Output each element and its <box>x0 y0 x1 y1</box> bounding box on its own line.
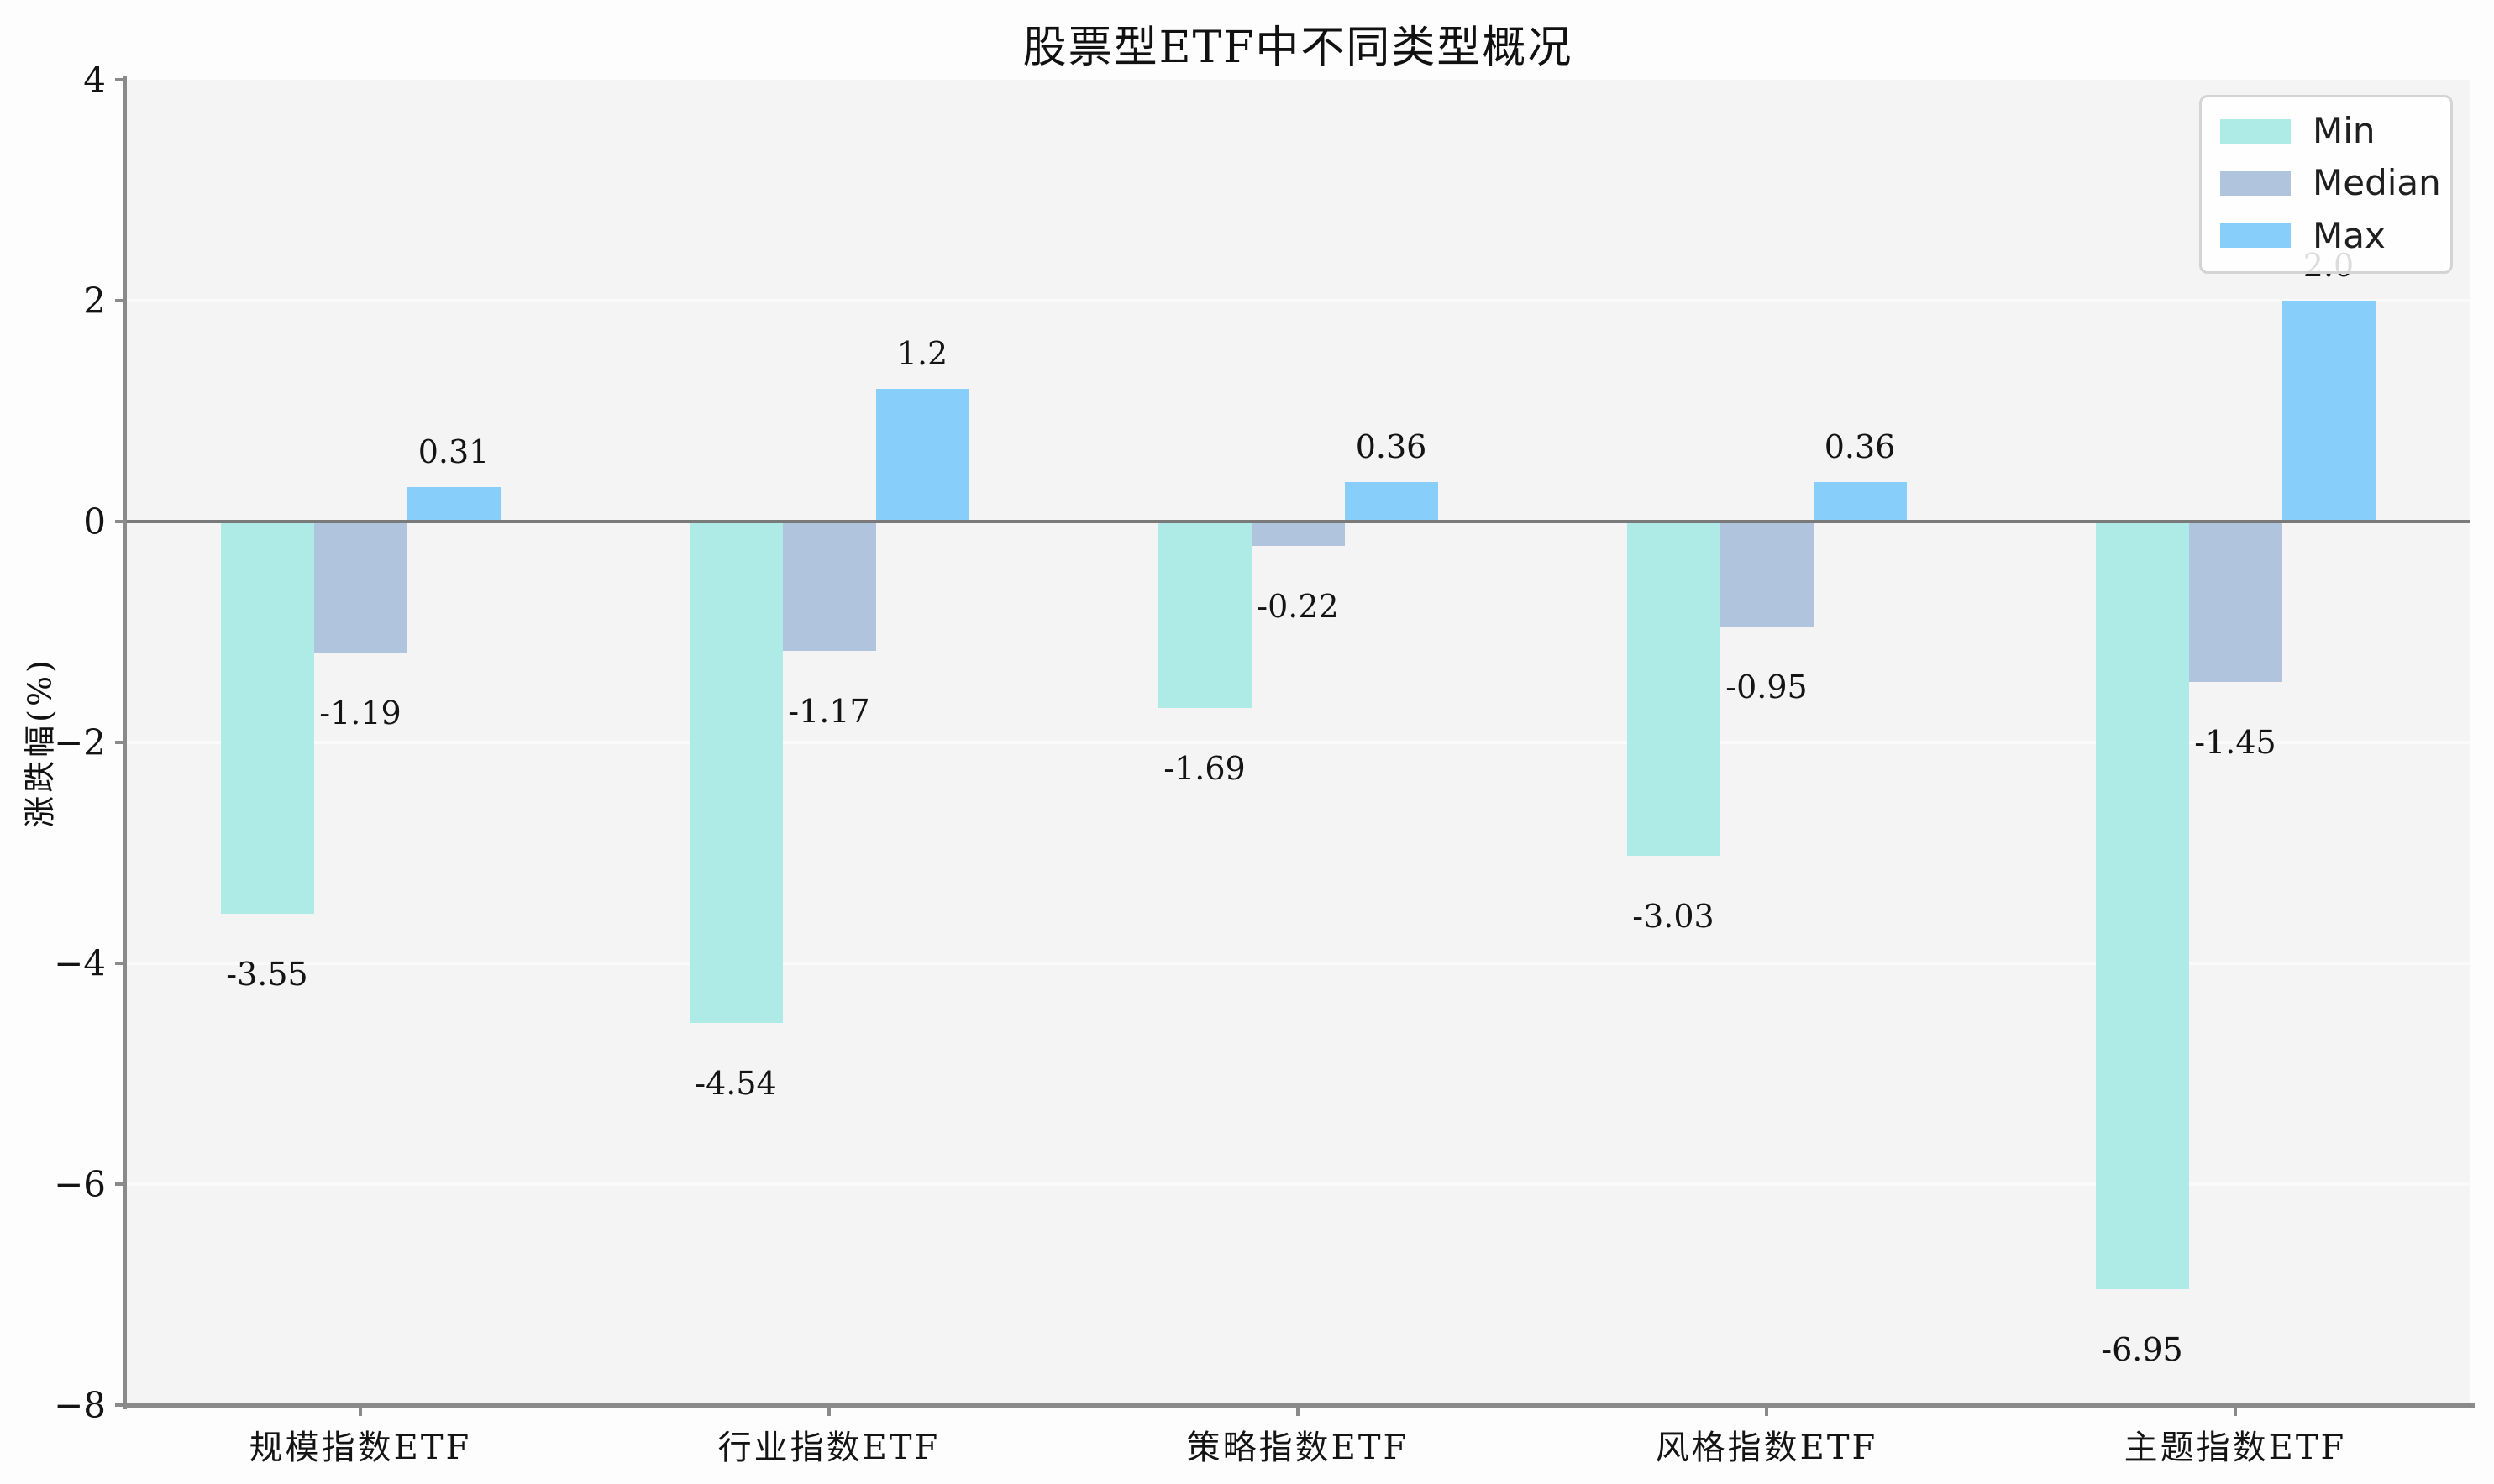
legend-swatch-min <box>2220 118 2291 144</box>
bar-median-3 <box>1720 522 1814 627</box>
legend-swatch-median <box>2220 170 2291 196</box>
bar-value-label-min-0: -3.55 <box>226 955 308 993</box>
bar-value-label-min-3: -3.03 <box>1632 898 1714 936</box>
bar-value-label-min-1: -4.54 <box>695 1065 777 1102</box>
bar-max-2 <box>1344 481 1438 522</box>
chart-title: 股票型ETF中不同类型概况 <box>1022 23 1573 73</box>
bar-median-0 <box>313 522 407 653</box>
y-tick-mark-0 <box>115 520 126 523</box>
y-tick-label-4: 4 <box>83 59 106 101</box>
bar-max-0 <box>407 487 501 522</box>
bar-value-label-median-0: -1.19 <box>319 695 402 732</box>
bar-value-label-min-2: -1.69 <box>1163 750 1246 788</box>
legend-label-min: Min <box>2313 110 2376 151</box>
x-tick-mark-4 <box>2234 1405 2237 1416</box>
x-tick-mark-2 <box>1296 1405 1300 1416</box>
bar-value-label-max-0: 0.31 <box>417 433 490 471</box>
bar-value-label-max-3: 0.36 <box>1824 427 1896 465</box>
gridline-y--2 <box>126 741 2470 744</box>
bar-min-0 <box>220 522 314 914</box>
bar-median-1 <box>782 522 876 651</box>
y-tick-mark-2 <box>115 299 126 302</box>
legend-item-max: Max <box>2220 214 2432 256</box>
y-tick-mark--8 <box>115 1403 126 1407</box>
x-tick-label-4: 主题指数ETF <box>2124 1429 2347 1467</box>
x-tick-label-3: 风格指数ETF <box>1655 1429 1878 1467</box>
y-tick-mark-4 <box>115 78 126 81</box>
y-tick-label-2: 2 <box>83 280 106 322</box>
x-tick-mark-0 <box>359 1405 362 1416</box>
y-tick-label-0: 0 <box>83 501 106 543</box>
bar-median-4 <box>2188 522 2282 682</box>
bar-max-4 <box>2281 301 2376 522</box>
bar-value-label-max-1: 1.2 <box>896 335 948 373</box>
x-tick-label-1: 行业指数ETF <box>717 1429 941 1467</box>
gridline-y--6 <box>126 1182 2470 1186</box>
bar-value-label-min-4: -6.95 <box>2101 1330 2183 1368</box>
legend-item-min: Min <box>2220 110 2432 151</box>
bar-value-label-max-2: 0.36 <box>1355 427 1427 465</box>
y-tick-mark--4 <box>115 962 126 965</box>
bar-value-label-median-2: -0.22 <box>1257 587 1339 625</box>
y-tick-label--4: −4 <box>54 942 106 984</box>
bar-median-2 <box>1251 522 1345 546</box>
zero-line <box>126 520 2470 523</box>
legend-label-median: Median <box>2313 162 2441 204</box>
gridline-y-2 <box>126 299 2470 302</box>
plot-area: -3.55 -4.54 -1.69 -3.03 -6.95 -1.19 -1.17 -0.22… <box>126 80 2470 1405</box>
gridline-y--4 <box>126 962 2470 965</box>
x-tick-mark-1 <box>827 1405 831 1416</box>
bar-max-3 <box>1813 481 1907 522</box>
x-tick-label-0: 规模指数ETF <box>249 1429 472 1467</box>
y-tick-label--8: −8 <box>54 1384 106 1426</box>
x-tick-label-2: 策略指数ETF <box>1186 1429 1410 1467</box>
bar-value-label-median-1: -1.17 <box>788 692 870 730</box>
bar-value-label-median-3: -0.95 <box>1725 668 1808 705</box>
y-tick-label--2: −2 <box>54 721 106 763</box>
bar-value-label-median-4: -1.45 <box>2194 723 2276 761</box>
bar-min-3 <box>1626 522 1720 857</box>
legend-label-max: Max <box>2313 214 2386 256</box>
y-tick-mark--6 <box>115 1182 126 1186</box>
legend: Min Median Max <box>2199 95 2453 274</box>
y-tick-mark--2 <box>115 741 126 744</box>
bar-min-4 <box>2095 522 2189 1289</box>
x-tick-mark-3 <box>1765 1405 1768 1416</box>
y-tick-label--6: −6 <box>54 1163 106 1205</box>
legend-swatch-max <box>2220 223 2291 249</box>
bar-min-2 <box>1158 522 1252 709</box>
bar-min-1 <box>689 522 783 1023</box>
bar-max-1 <box>875 389 969 522</box>
legend-item-median: Median <box>2220 162 2441 203</box>
